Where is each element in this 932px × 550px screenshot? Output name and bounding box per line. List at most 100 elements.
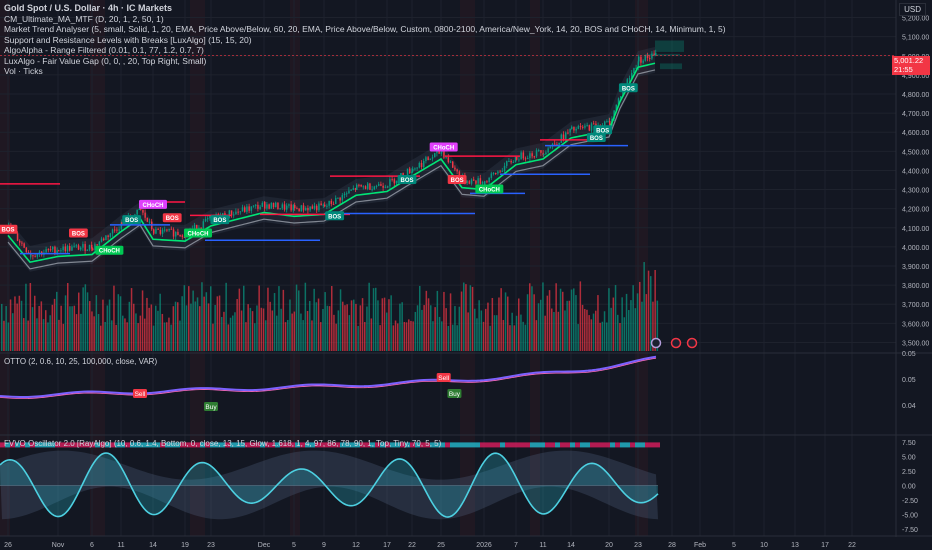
- volume-bar: [526, 294, 529, 351]
- volume-bar: [179, 320, 181, 351]
- fvvo-axis-label: 5.00: [902, 454, 916, 461]
- candle-body: [47, 249, 50, 251]
- volume-bar: [652, 301, 654, 351]
- candle-body: [486, 181, 488, 183]
- candle-body: [508, 160, 510, 162]
- volume-bar: [540, 299, 542, 351]
- volume-bar: [617, 314, 619, 351]
- fvvo-heat-cell: [255, 442, 260, 448]
- fvvo-heat-cell: [450, 442, 455, 448]
- volume-bar: [236, 299, 238, 351]
- fvvo-heat-cell: [210, 442, 215, 448]
- volume-bar: [91, 311, 93, 351]
- fvvo-heat-cell: [115, 442, 120, 448]
- symbol-title[interactable]: Gold Spot / U.S. Dollar · 4h · IC Market…: [4, 3, 173, 13]
- legend-line-vol[interactable]: Vol · Ticks: [4, 66, 43, 76]
- candle-body: [100, 238, 103, 242]
- candle-body: [593, 123, 595, 125]
- volume-bar: [27, 320, 29, 351]
- candle-body: [105, 235, 107, 241]
- candle-body: [91, 244, 93, 249]
- price-tick-label: 4,600.00: [902, 130, 929, 137]
- candle-body: [635, 67, 637, 69]
- otto-pane-title[interactable]: OTTO (2, 0.6, 10, 25, 100,000, close, VA…: [4, 357, 158, 366]
- fvvo-heat-cell: [135, 442, 140, 448]
- volume-bar: [135, 313, 137, 351]
- candle-body: [66, 246, 69, 252]
- volume-bar: [590, 319, 593, 351]
- volume-bar: [69, 306, 71, 351]
- candle-body: [575, 128, 577, 131]
- candle-body: [261, 202, 264, 207]
- volume-bar: [410, 320, 412, 351]
- candle-body: [290, 204, 292, 211]
- fvvo-heat-cell: [535, 442, 540, 448]
- fvvo-heat-cell: [75, 442, 80, 448]
- volume-bar: [104, 321, 106, 351]
- volume-bar: [108, 299, 111, 351]
- volume-bar: [643, 262, 645, 351]
- fvvo-heat-cell: [415, 442, 420, 448]
- price-tick-label: 3,700.00: [902, 302, 929, 309]
- volume-bar: [133, 303, 135, 351]
- candle-body: [443, 151, 445, 158]
- volume-bar: [139, 315, 142, 351]
- candle-body: [309, 206, 311, 211]
- candle-body: [458, 171, 461, 179]
- fvvo-heat-cell: [430, 442, 435, 448]
- candle-body: [82, 244, 84, 248]
- volume-bar: [533, 294, 535, 351]
- fvvo-heat-cell: [435, 442, 440, 448]
- candle-body: [626, 79, 629, 87]
- candle-body: [155, 228, 157, 234]
- price-tick-label: 4,900.00: [902, 73, 929, 80]
- volume-bar: [335, 323, 337, 351]
- legend-line-trend[interactable]: Market Trend Analyser (5, small, Solid, …: [4, 24, 726, 34]
- volume-bar: [234, 312, 236, 351]
- legend-line-range[interactable]: AlgoAlpha - Range Filtered (0.01, 0.1, 7…: [4, 45, 204, 55]
- candle-body: [228, 210, 231, 218]
- candle-body: [341, 195, 344, 201]
- volume-bar: [397, 323, 399, 351]
- candle-body: [168, 228, 170, 231]
- volume-bar: [168, 317, 170, 351]
- volume-bar: [344, 305, 346, 351]
- fvvo-heat-cell: [540, 442, 545, 448]
- fvvo-heat-cell: [455, 442, 460, 448]
- volume-bar: [73, 305, 76, 351]
- volume-bar: [463, 282, 465, 351]
- volume-bar: [53, 298, 56, 351]
- candle-body: [316, 205, 318, 211]
- volume-bar: [529, 283, 531, 351]
- structure-label-box: [475, 184, 504, 194]
- volume-bar: [86, 292, 89, 351]
- candle-body: [268, 204, 270, 209]
- structure-label: CHoCH: [143, 203, 164, 209]
- price-tick-label: 5,200.00: [902, 16, 929, 23]
- fvvo-heat-cell: [15, 442, 20, 448]
- candle-body: [277, 202, 279, 210]
- fvvo-heat-cell: [280, 442, 285, 448]
- candle-body: [270, 203, 273, 209]
- volume-bar: [414, 311, 417, 351]
- candle-body: [554, 143, 556, 145]
- volume-bar: [452, 324, 454, 351]
- fvvo-heat-cell: [235, 442, 240, 448]
- fvvo-heat-cell: [140, 442, 145, 448]
- sell-signal-box: [133, 389, 147, 398]
- candle-body: [375, 185, 378, 187]
- candle-body: [540, 150, 542, 153]
- volume-bar: [282, 289, 285, 351]
- fvvo-pane-title[interactable]: FVVO Oscillator 2.0 [RayAlgo] (10, 0.6, …: [4, 439, 442, 448]
- price-tick-label: 4,500.00: [902, 149, 929, 156]
- volume-bar: [445, 308, 447, 351]
- fvvo-heat-cell: [520, 442, 525, 448]
- legend-line-fvg[interactable]: LuxAlgo - Fair Value Gap (0, 0, , 20, To…: [4, 55, 207, 66]
- currency-label[interactable]: USD: [899, 3, 926, 16]
- legend-line-sr[interactable]: Support and Resistance Levels with Break…: [4, 34, 252, 45]
- legend-line-ma[interactable]: CM_Ultimate_MA_MTF (D, 20, 1, 2, 50, 1): [4, 13, 164, 24]
- bar-countdown: 21:55: [894, 64, 913, 74]
- candle-body: [239, 211, 242, 213]
- time-tick-label: 9: [322, 542, 326, 549]
